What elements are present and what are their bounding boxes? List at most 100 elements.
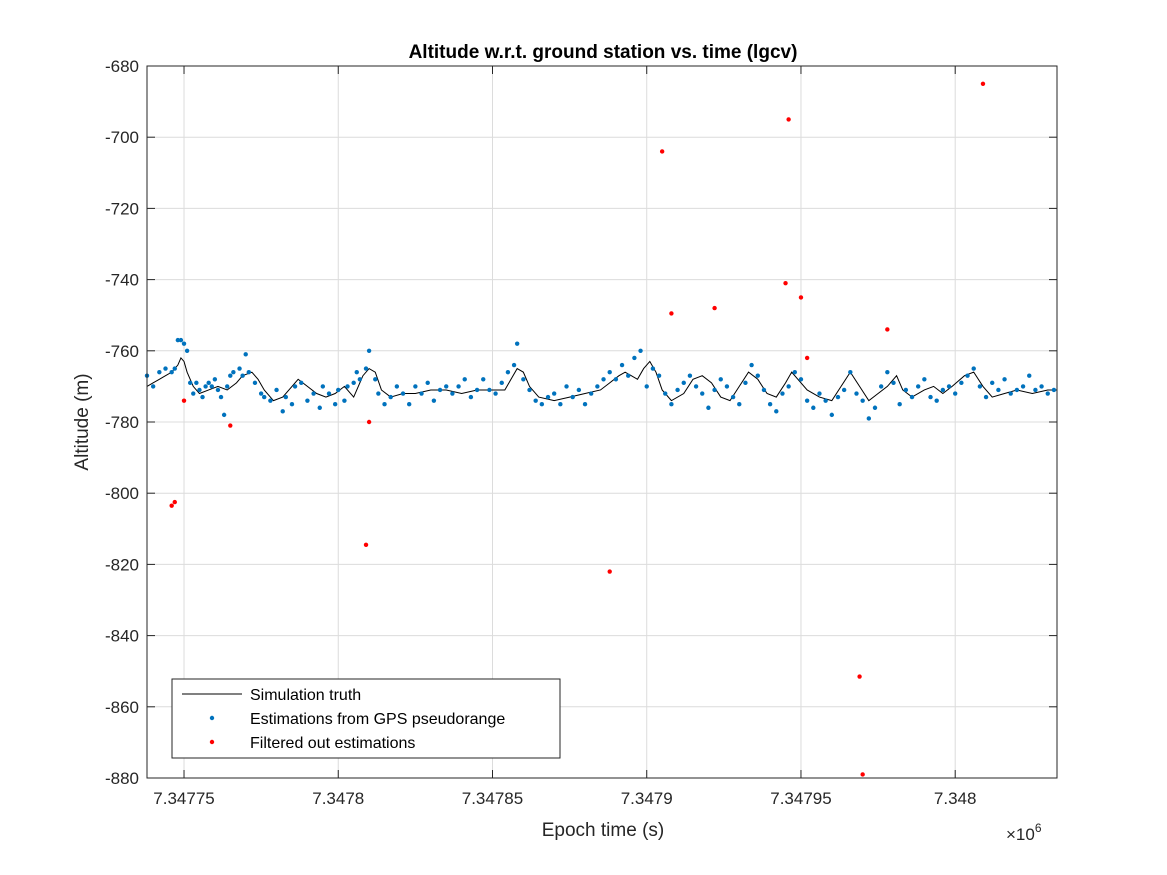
- gps-estimate-point: [539, 402, 545, 407]
- gps-estimate-point: [363, 366, 369, 371]
- gps-estimate-point: [493, 391, 498, 396]
- gps-estimate-point: [693, 384, 699, 389]
- x-tick-label: 7.34795: [770, 789, 831, 808]
- gps-estimate-point: [644, 384, 649, 389]
- gps-estimate-point: [903, 387, 909, 393]
- gps-estimate-point: [505, 369, 511, 375]
- x-tick-label: 7.3478: [312, 789, 364, 808]
- filtered-out-point: [659, 149, 665, 154]
- legend-box: [171, 678, 561, 759]
- filtered-out-point: [860, 772, 865, 777]
- gps-estimate-point: [841, 387, 847, 393]
- gps-estimate-point: [533, 398, 538, 403]
- legend-label-filtered-out: Filtered out estimations: [250, 735, 415, 752]
- y-tick-label: -720: [105, 199, 139, 218]
- filtered-out-point: [366, 419, 372, 425]
- gps-estimate-point: [400, 391, 406, 396]
- gps-estimate-point: [499, 380, 504, 386]
- legend-label-gps-estimations: Estimations from GPS pseudorange: [250, 711, 505, 728]
- y-tick-label: -780: [105, 413, 139, 432]
- gps-estimate-point: [231, 369, 236, 375]
- gps-estimate-point: [780, 391, 785, 396]
- gps-estimate-point: [990, 380, 995, 386]
- gps-estimate-point: [262, 394, 267, 400]
- gps-estimate-point: [959, 380, 964, 386]
- filtered-out-point: [228, 423, 233, 428]
- gps-estimate-point: [225, 384, 230, 389]
- gps-estimate-point: [289, 402, 295, 407]
- gps-estimate-point: [209, 384, 214, 389]
- gps-estimate-point: [237, 366, 242, 371]
- gps-estimate-point: [1033, 387, 1038, 393]
- gps-estimate-point: [305, 398, 310, 403]
- filtered-out-point: [712, 305, 717, 311]
- gps-estimate-point: [681, 380, 686, 386]
- gps-estimate-point: [619, 362, 625, 368]
- gps-estimate-point: [792, 369, 797, 375]
- gps-estimate-point: [706, 405, 711, 410]
- filtered-out-point: [783, 280, 788, 286]
- gps-estimate-point: [240, 373, 245, 378]
- gps-estimate-point: [971, 366, 976, 371]
- gps-estimate-point: [1027, 373, 1032, 378]
- filtered-out-point: [885, 327, 890, 332]
- x-axis-exponent: ×106: [1006, 821, 1042, 844]
- legend-label-simulation-truth: Simulation truth: [250, 687, 361, 704]
- gps-estimate-point: [474, 387, 480, 393]
- gps-estimate-point: [755, 373, 760, 378]
- x-tick-label: 7.34775: [153, 789, 214, 808]
- gps-estimate-point: [811, 405, 816, 410]
- legend: Simulation truth Estimations from GPS ps…: [171, 678, 561, 759]
- filtered-out-point: [607, 569, 612, 574]
- gps-estimate-point: [848, 369, 853, 375]
- gps-estimate-point: [909, 394, 915, 400]
- gps-estimate-point: [891, 380, 896, 386]
- gps-estimate-point: [804, 398, 810, 403]
- gps-estimate-point: [607, 369, 612, 375]
- gps-estimate-point: [311, 391, 316, 396]
- gps-estimate-point: [191, 391, 196, 396]
- y-tick-label: -880: [105, 769, 139, 788]
- gps-estimate-point: [258, 391, 264, 396]
- gps-estimate-point: [511, 362, 517, 368]
- gps-estimate-point: [996, 387, 1001, 393]
- gps-estimate-point: [860, 398, 865, 403]
- gps-estimate-point: [878, 384, 884, 389]
- gps-estimate-point: [1020, 384, 1026, 389]
- gps-estimate-point: [354, 369, 359, 375]
- gps-estimate-point: [221, 412, 227, 418]
- gps-estimate-point: [854, 391, 859, 396]
- truth-line: [146, 356, 1057, 402]
- gps-estimate-point: [462, 377, 467, 382]
- gps-estimate-point: [200, 394, 205, 400]
- gps-estimate-point: [292, 384, 298, 389]
- gps-estimate-point: [336, 387, 341, 393]
- series-layer: [144, 81, 1057, 777]
- gps-estimate-point: [246, 369, 251, 375]
- filtered-out-point: [786, 117, 791, 122]
- gps-estimate-point: [687, 373, 693, 378]
- gps-estimate-point: [320, 384, 326, 389]
- gps-estimate-point: [450, 391, 455, 396]
- gps-estimate-point: [268, 398, 273, 403]
- gps-estimate-point: [712, 387, 717, 393]
- gps-estimate-point: [663, 391, 668, 396]
- gps-estimate-point: [351, 380, 356, 386]
- gps-estimate-point: [570, 394, 575, 400]
- y-tick-label: -800: [105, 484, 139, 503]
- gps-estimate-point: [730, 394, 736, 400]
- series-0: [146, 356, 1057, 402]
- gps-estimate-point: [1039, 384, 1044, 389]
- gps-estimate-point: [407, 402, 412, 407]
- gps-estimate-point: [767, 402, 773, 407]
- gps-estimate-point: [675, 387, 680, 393]
- legend-marker-gps-estimations: [209, 715, 215, 721]
- gps-estimate-point: [274, 387, 279, 393]
- gps-estimate-point: [212, 377, 218, 382]
- gps-estimate-point: [545, 394, 551, 400]
- gps-estimate-point: [373, 377, 378, 382]
- gps-estimate-point: [228, 373, 233, 378]
- gps-estimate-point: [940, 387, 946, 393]
- gps-estimate-point: [431, 398, 437, 403]
